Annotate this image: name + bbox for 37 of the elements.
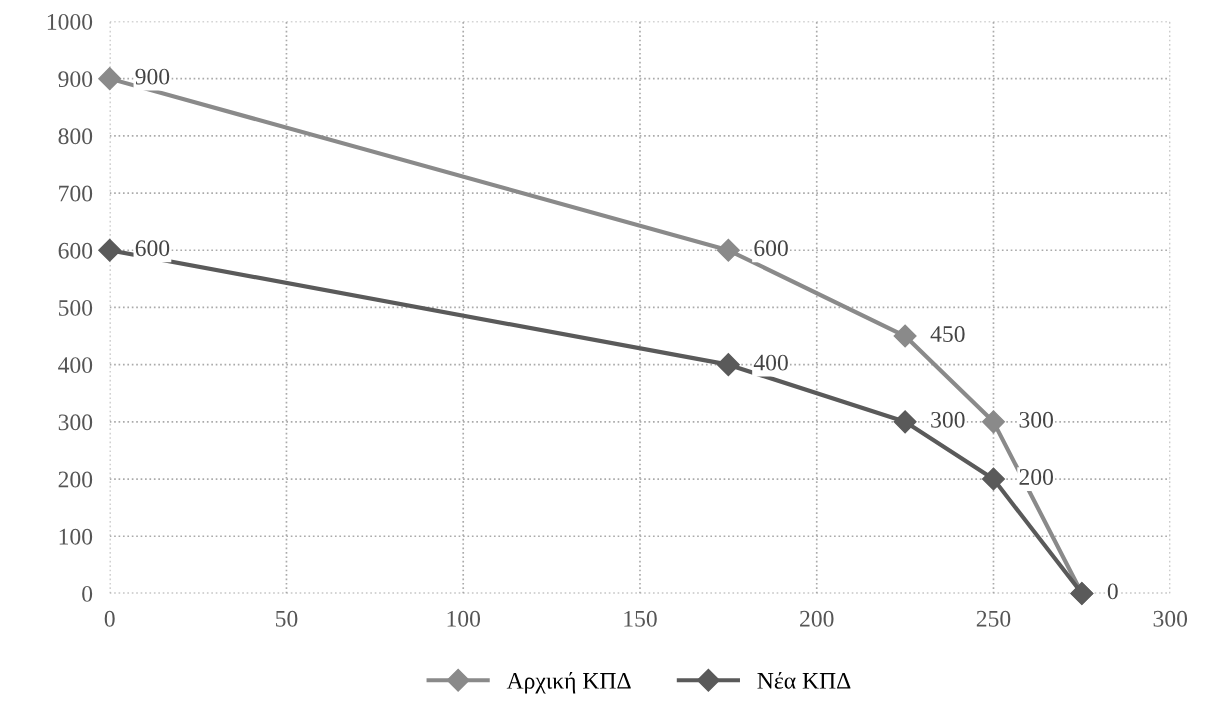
data-label: 300 [931,411,965,428]
y-tick-label: 700 [59,185,93,202]
data-label: 0 [1107,583,1118,600]
x-tick-label: 300 [1153,610,1188,627]
y-tick-label: 800 [58,128,93,145]
point [893,324,917,348]
point [98,67,122,91]
data-label: 900 [135,68,170,85]
point [716,353,740,377]
x-tick-label: 0 [104,610,115,627]
y-tick-label: 600 [58,242,93,259]
x-tick-label: 50 [276,610,298,627]
point [893,410,917,434]
data-label: 600 [135,240,170,257]
y-tick-label: 100 [59,528,93,545]
x-tick-label: 250 [976,610,1011,627]
point [98,238,122,262]
data-label: 300 [1019,411,1053,428]
x-tick-label: 150 [624,610,657,627]
data-label: 450 [930,326,965,342]
y-tick-label: 500 [59,299,93,316]
legend-label: Αρχική ΚΠΔ [506,671,631,694]
data-label: 400 [753,354,788,371]
y-tick-label: 900 [58,71,93,88]
y-tick-label: 300 [58,414,93,431]
data-label: 200 [1019,469,1053,485]
point [981,467,1005,491]
x-tick-label: 200 [800,610,834,627]
y-tick-label: 0 [82,585,93,602]
y-tick-label: 200 [58,471,93,488]
point [716,238,740,262]
data-label: 600 [754,240,788,257]
point [981,410,1005,434]
x-tick-label: 100 [447,610,481,627]
legend-label: Νέα ΚΠΔ [757,671,851,689]
y-tick-label: 1000 [47,13,93,30]
y-tick-label: 400 [58,357,93,374]
